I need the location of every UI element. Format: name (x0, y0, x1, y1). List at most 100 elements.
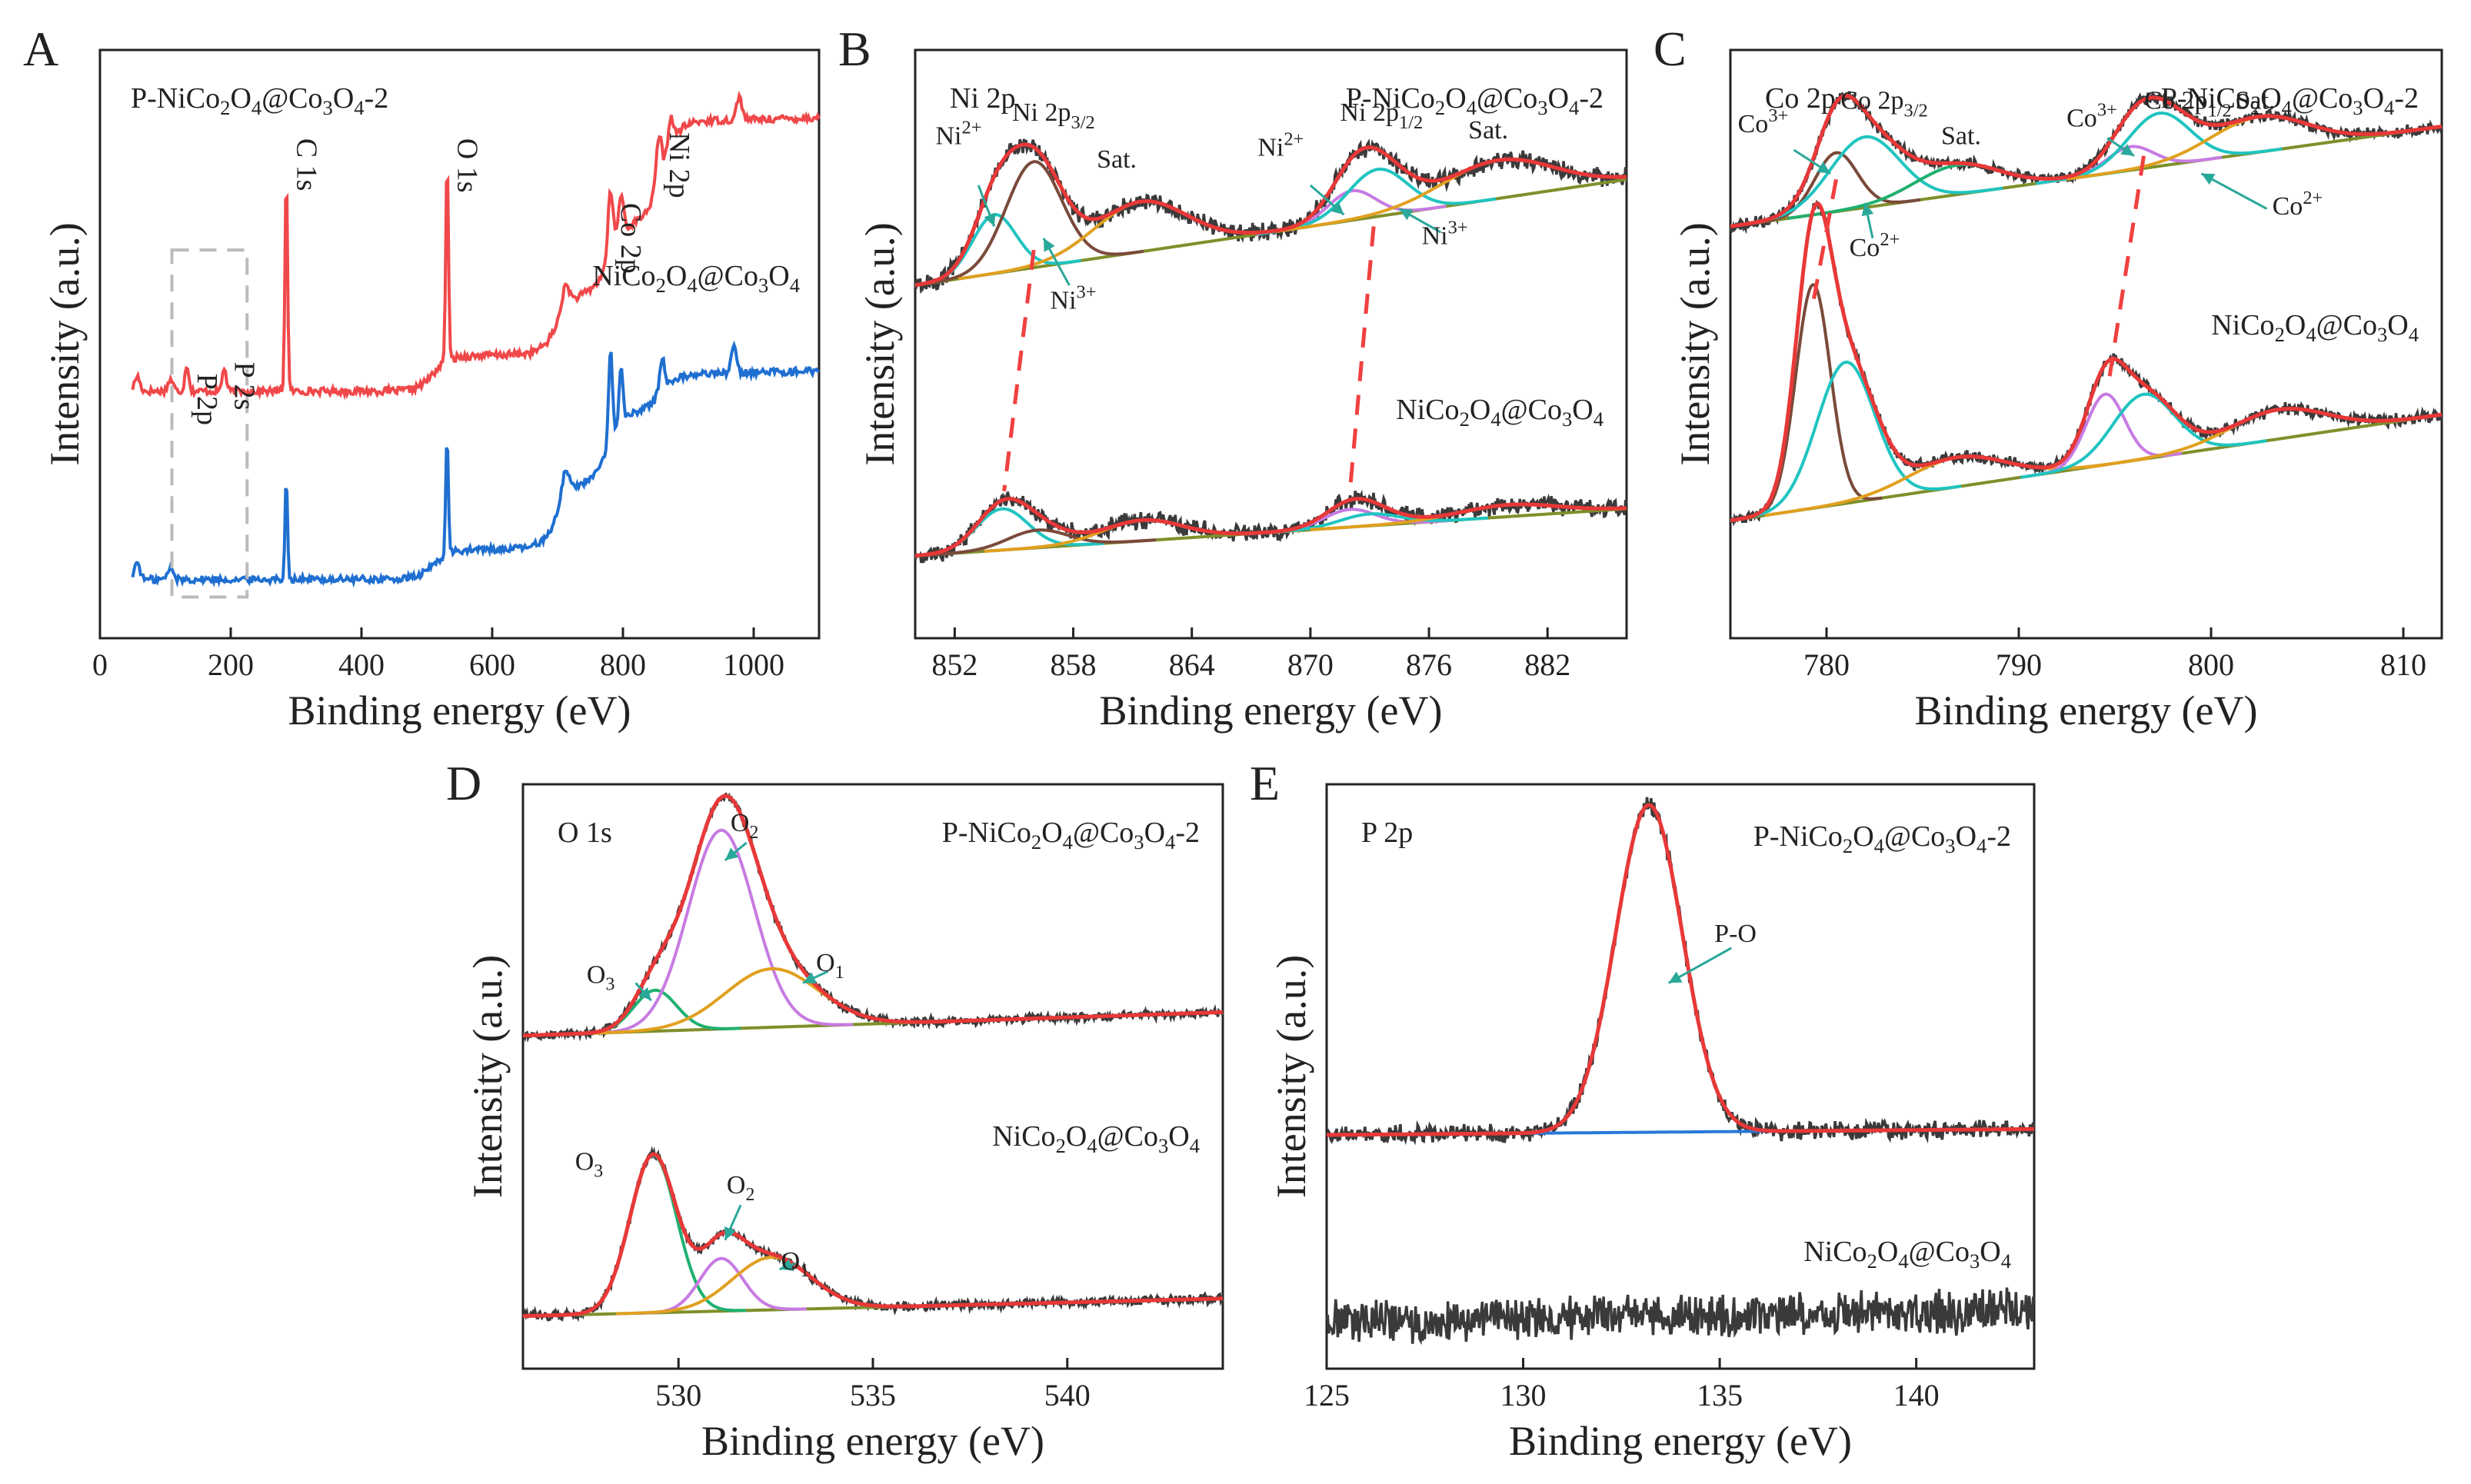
x-tick-label: 1000 (723, 647, 784, 682)
x-axis-label: Binding energy (eV) (701, 1418, 1044, 1464)
annotation-arrowhead (2201, 173, 2216, 185)
annotation-arrowhead (1668, 971, 1683, 983)
raw-spectrum-ref-sample (521, 1146, 1224, 1323)
annotation-arrowhead (724, 1226, 736, 1240)
annotation-arrowhead (1330, 201, 1344, 215)
fit-envelope-p-sample (914, 142, 1627, 288)
peak-annotation: Ni3+ (1422, 217, 1468, 250)
peak-annotation: Sat. (1468, 116, 1508, 145)
x-tick-label: 790 (1996, 647, 2042, 682)
peak-annotation: P-O (1714, 920, 1757, 948)
sample-label-p: P-NiCo2O4@Co3O4-2 (2161, 82, 2419, 119)
peak-annotation: Ni2+ (1257, 129, 1304, 162)
fit-envelope-ref-sample (1730, 201, 2443, 523)
annotation-arrowhead (2120, 144, 2134, 156)
panel-c-co-2p: 780 790 800 810 Binding energy (eV) Intensity… (1653, 22, 2443, 734)
x-tick-label: 530 (655, 1378, 701, 1412)
peak-annotation: Ni2+ (936, 117, 982, 150)
peak-annotation: Ni 2p (663, 132, 695, 198)
peak-annotation: Co 2p1/2 (2144, 87, 2231, 121)
panel-e-p-2p: 125 130 135 140 Binding energy (eV) Intensity… (1250, 756, 2036, 1464)
sample-label-ref: NiCo2O4@Co3O4 (1396, 394, 1603, 431)
annotation-arrowhead (1399, 208, 1414, 221)
annotation-arrowhead (1044, 238, 1055, 252)
plot-frame (1325, 783, 2036, 1370)
highlight-box (170, 248, 249, 599)
element-label: P 2p (1361, 817, 1413, 849)
y-axis-label: Intensity (a.u.) (465, 955, 511, 1198)
panel-b-ni-2p: 852 858 864 870 876 882 Binding energy (eV) Int… (838, 22, 1628, 734)
fit-component-co2 (2020, 392, 2267, 479)
x-tick-label: 125 (1304, 1378, 1350, 1412)
sample-label-ref: NiCo2O4@Co3O4 (1803, 1236, 2011, 1273)
plot-frame (914, 48, 1628, 640)
peak-annotation: Co3+ (2066, 99, 2117, 132)
fit-envelope-ref-sample (523, 1152, 1223, 1319)
fit-component-co3 (1743, 283, 1883, 521)
peak-shift-dashed-line (2107, 155, 2146, 380)
peak-annotation: Ni3+ (1051, 282, 1097, 315)
peak-annotation: O 1s (451, 138, 483, 193)
panel-letter: B (838, 22, 871, 76)
annotation-arrowhead (1817, 161, 1830, 174)
y-axis-label: Intensity (a.u.) (1268, 955, 1314, 1198)
plot-frame (521, 783, 1224, 1370)
element-label: Co 2p (1765, 82, 1836, 115)
fit-envelope-ref-sample (914, 497, 1627, 558)
x-tick-label: 140 (1893, 1378, 1940, 1412)
panel-letter: E (1250, 756, 1280, 810)
peak-annotation: Co2+ (1850, 229, 1900, 262)
fit-component-o2 (588, 828, 854, 1035)
fit-envelope-p-sample (523, 794, 1223, 1038)
peak-shift-dashed-line (1811, 178, 1838, 304)
panel-letter: A (23, 22, 58, 76)
panel-letter: D (446, 756, 481, 810)
raw-spectrum-ref-sample (1729, 199, 2443, 527)
fit-envelope-p-sample (1327, 803, 2034, 1137)
annotation-arrow (2200, 172, 2268, 210)
y-axis-label: Intensity (a.u.) (1672, 222, 1718, 465)
plot-frame (98, 48, 821, 640)
peak-annotation: Sat. (2236, 87, 2276, 115)
peak-annotation: Co 2p3/2 (1840, 87, 1927, 121)
fit-component-co2 (1730, 361, 1962, 522)
series-line-p-sample (131, 91, 821, 401)
element-label: Ni 2p (950, 82, 1016, 115)
x-tick-label: 800 (2188, 647, 2234, 682)
peak-annotation: P 2p (191, 374, 223, 425)
x-tick-label: 535 (850, 1378, 896, 1412)
plot-frame (1729, 48, 2443, 640)
x-axis-label: Binding energy (eV) (288, 687, 631, 734)
peak-annotation: O3 (587, 960, 614, 994)
x-tick-label: 135 (1697, 1378, 1743, 1412)
peak-annotation: O2 (727, 1171, 754, 1205)
sample-label-p: P-NiCo2O4@Co3O4-2 (131, 82, 388, 119)
sample-label-p: P-NiCo2O4@Co3O4-2 (1346, 82, 1603, 119)
sample-label-ref: NiCo2O4@Co3O4 (2211, 309, 2419, 346)
peak-annotation: Ni 2p3/2 (1012, 98, 1095, 133)
x-tick-label: 870 (1287, 647, 1334, 682)
fit-component-po (1515, 803, 1783, 1135)
peak-annotation: Sat. (1941, 121, 1981, 150)
x-tick-label: 810 (2380, 647, 2426, 682)
annotation-arrowhead (1861, 202, 1874, 217)
sample-label-p: P-NiCo2O4@Co3O4-2 (1753, 820, 2011, 857)
fit-component-ni3 (918, 528, 1157, 557)
peak-annotation: O1 (781, 1247, 809, 1281)
y-axis-label: Intensity (a.u.) (857, 222, 903, 465)
x-axis-label: Binding energy (eV) (1100, 687, 1443, 734)
x-tick-label: 882 (1524, 647, 1570, 682)
x-tick-label: 540 (1044, 1378, 1091, 1412)
peak-shift-dashed-line (1002, 249, 1036, 492)
x-tick-label: 780 (1803, 647, 1850, 682)
peak-annotation: C 1s (290, 138, 322, 191)
peak-shift-dashed-line (1347, 226, 1376, 491)
x-tick-label: 800 (600, 647, 646, 682)
x-tick-label: 400 (338, 647, 385, 682)
raw-spectrum-ref-sample (1325, 1287, 2036, 1346)
annotation-arrowhead (724, 847, 739, 860)
peak-annotation: Co3+ (1738, 105, 1789, 138)
peak-annotation: O1 (816, 949, 844, 983)
